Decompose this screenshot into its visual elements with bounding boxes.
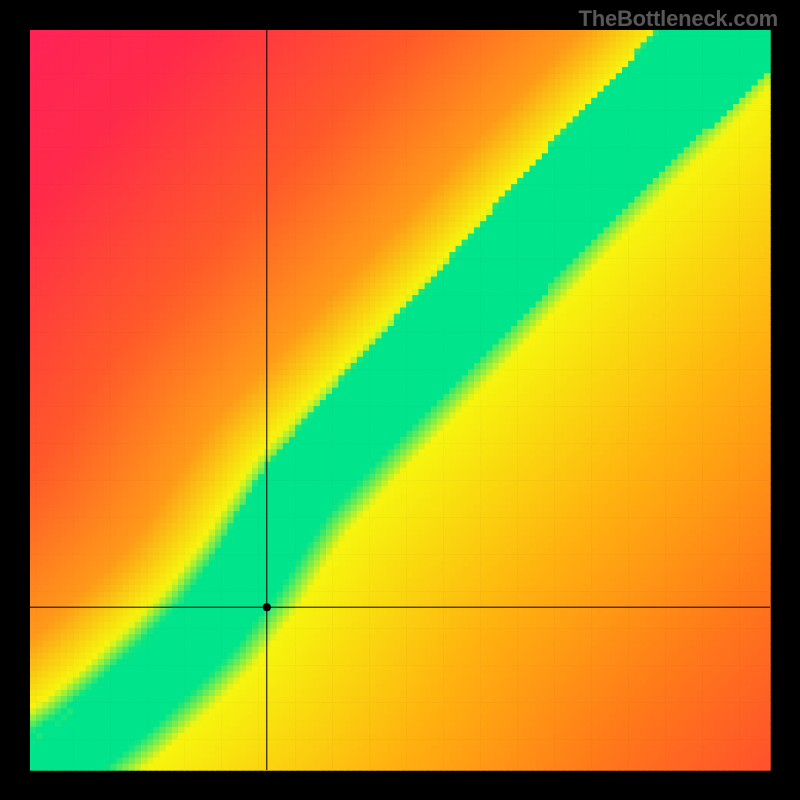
bottleneck-heatmap bbox=[0, 0, 800, 800]
watermark-text: TheBottleneck.com bbox=[578, 6, 778, 32]
